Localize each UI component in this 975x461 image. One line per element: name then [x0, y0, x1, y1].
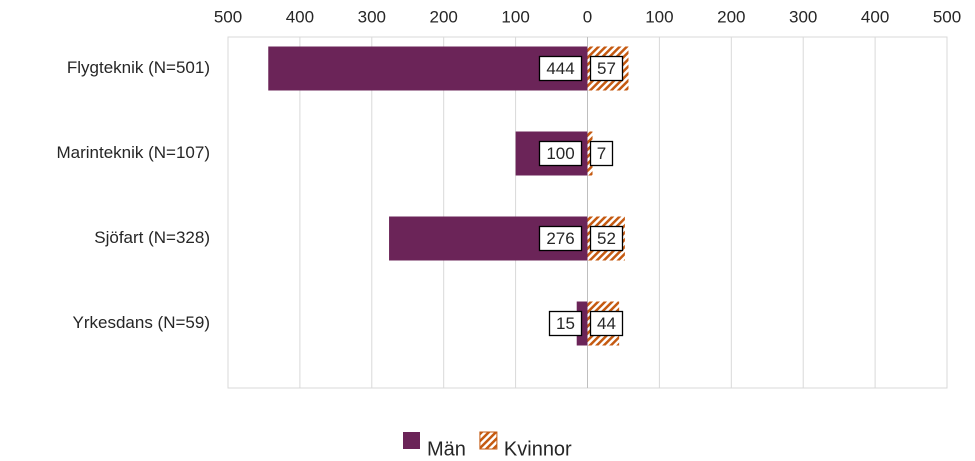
x-tick-label: 200 — [717, 7, 745, 26]
data-label: 100 — [546, 144, 574, 163]
bar — [268, 46, 588, 91]
data-label: 44 — [597, 314, 616, 333]
x-tick-label: 100 — [645, 7, 673, 26]
x-tick-label: 500 — [933, 7, 961, 26]
data-label: 444 — [546, 59, 574, 78]
y-tick-label: Yrkesdans (N=59) — [73, 313, 210, 332]
x-tick-label: 400 — [861, 7, 889, 26]
legend-swatch — [403, 432, 420, 449]
data-label: 57 — [597, 59, 616, 78]
legend-label: Kvinnor — [504, 438, 572, 460]
data-label-box — [538, 140, 583, 167]
x-tick-label: 0 — [583, 7, 592, 26]
y-tick-label: Flygteknik (N=501) — [67, 58, 210, 77]
data-label-box — [548, 310, 583, 337]
data-label-box — [538, 55, 583, 82]
x-tick-label: 400 — [286, 7, 314, 26]
y-tick-label: Marinteknik (N=107) — [56, 143, 210, 162]
data-label-box — [589, 55, 624, 82]
x-tick-label: 500 — [214, 7, 242, 26]
x-tick-label: 200 — [430, 7, 458, 26]
data-label: 276 — [546, 229, 574, 248]
data-label: 7 — [597, 144, 606, 163]
data-label-box — [589, 310, 624, 337]
legend-swatch — [479, 431, 498, 450]
y-tick-label: Sjöfart (N=328) — [94, 228, 210, 247]
data-label-box — [589, 140, 614, 167]
legend-label: Män — [427, 438, 466, 460]
data-label: 52 — [597, 229, 616, 248]
x-tick-label: 100 — [501, 7, 529, 26]
x-tick-label: 300 — [789, 7, 817, 26]
data-label-box — [538, 225, 583, 252]
data-label-box — [589, 225, 624, 252]
data-label: 15 — [556, 314, 575, 333]
x-tick-label: 300 — [358, 7, 386, 26]
